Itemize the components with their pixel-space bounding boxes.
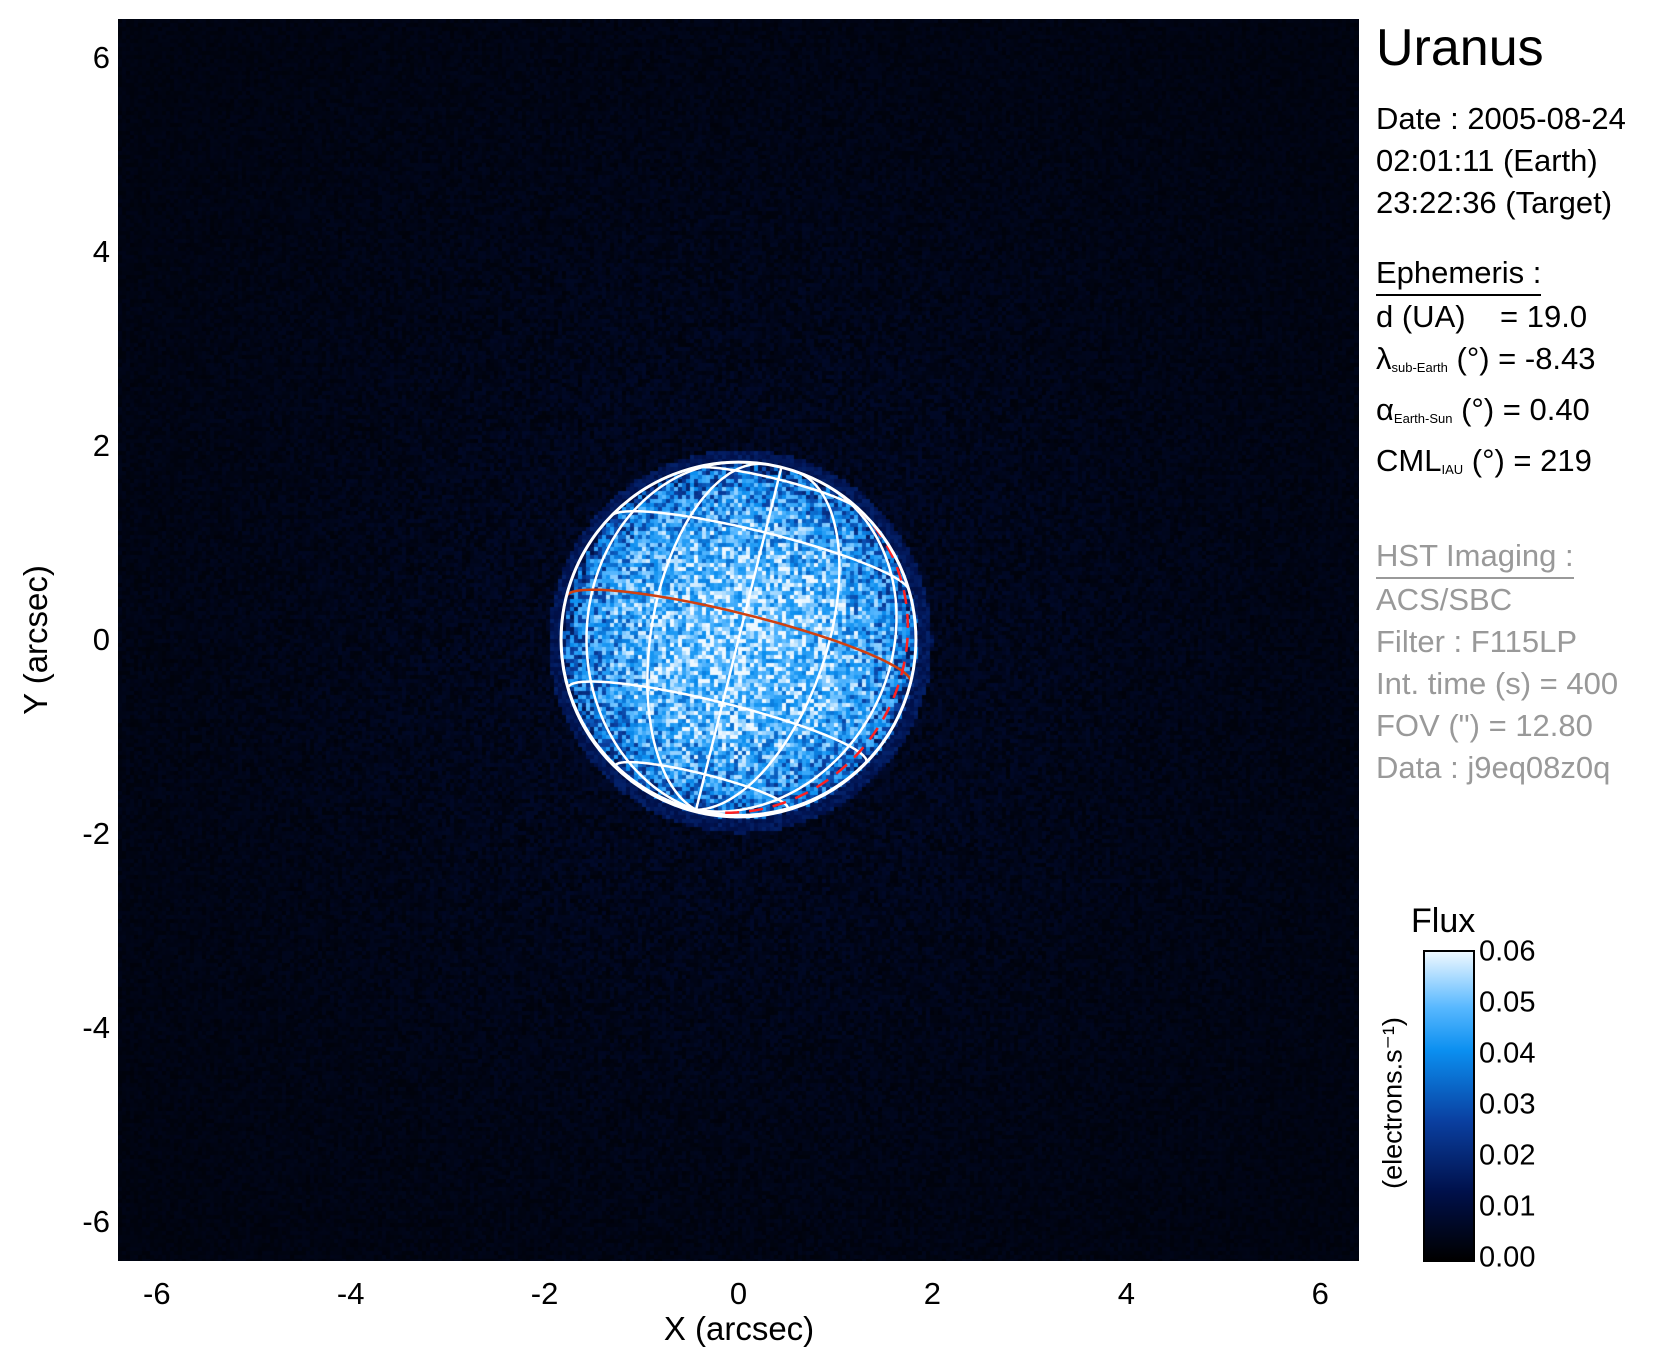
colorbar-tick-label: 0.01 [1479,1190,1536,1223]
colorbar-tick-label: 0.04 [1479,1037,1536,1070]
y-tick-label: -6 [82,1204,110,1240]
colorbar [1423,950,1475,1262]
ephemeris-block: Ephemeris : d (UA) = 19.0 λsub-Earth (°)… [1376,252,1596,491]
x-tick-label: 0 [729,1276,748,1311]
x-tick-label: 6 [1311,1276,1329,1311]
planet-limb [559,460,918,819]
latitude-line [611,509,910,590]
lambda-value: (°) = -8.43 [1456,341,1596,376]
cml-symbol: CML [1376,443,1442,478]
alpha-sub: Earth-Sun [1393,411,1453,426]
y-tick-label: 0 [92,622,110,657]
colorbar-tick-label: 0.00 [1479,1241,1536,1274]
meridian-line [646,462,767,811]
colorbar-tick-label: 0.05 [1479,986,1536,1019]
x-axis-label: X (arcsec) [663,1310,815,1347]
planet-title: Uranus [1376,19,1544,77]
y-tick-label: 6 [92,39,110,75]
hst-block: HST Imaging : ACS/SBC Filter : F115LP In… [1376,535,1618,789]
y-tick-label: -2 [82,816,110,852]
terminator-line [725,495,910,814]
y-tick-label: 4 [92,233,110,269]
colorbar-title: Flux [1411,902,1476,940]
earth-time: 02:01:11 (Earth) [1376,143,1598,178]
alpha-symbol: α [1376,392,1394,427]
y-axis-label: Y (arcsec) [17,565,54,715]
cml-sub: IAU [1441,462,1464,477]
meridian-line [694,467,783,811]
date-block: Date : 2005-08-24 02:01:11 (Earth) 23:22… [1376,98,1626,224]
colorbar-tick-label: 0.03 [1479,1088,1536,1121]
instrument: ACS/SBC [1376,582,1513,617]
alpha-value: (°) = 0.40 [1461,392,1590,427]
x-tick-label: -4 [336,1276,365,1311]
x-tick-label: -6 [142,1276,171,1311]
x-tick-label: 4 [1117,1276,1135,1311]
latitude-line [566,680,868,765]
cml-value: (°) = 219 [1471,443,1592,478]
date: Date : 2005-08-24 [1376,101,1626,136]
y-tick-label: 2 [92,427,110,463]
meridian-line [585,460,734,811]
planet-grid-overlay [559,460,918,819]
y-tick-label: -4 [82,1010,110,1046]
int-time: Int. time (s) = 400 [1376,666,1619,701]
colorbar-unit: (electrons.s⁻¹) [1377,1017,1408,1189]
lambda-sub: sub-Earth [1391,360,1448,375]
equator-line [565,588,913,683]
colorbar-tick-label: 0.06 [1479,935,1536,968]
colorbar-tick-label: 0.02 [1479,1139,1536,1172]
x-tick-label: 2 [923,1276,942,1311]
filter: Filter : F115LP [1376,624,1578,659]
ephemeris-header: Ephemeris : [1376,252,1542,296]
hst-header: HST Imaging : [1376,535,1574,579]
target-time: 23:22:36 (Target) [1376,185,1613,220]
d-label: d (UA) [1376,299,1466,334]
x-tick-label: -2 [530,1276,559,1311]
meridian-line [695,484,898,813]
lambda-symbol: λ [1376,341,1392,376]
meridian-line [695,470,841,812]
fov: FOV (") = 12.80 [1376,708,1593,743]
image-plot-area [118,19,1359,1261]
d-value: = 19.0 [1500,299,1588,334]
data-id: Data : j9eq08z0q [1376,750,1611,785]
